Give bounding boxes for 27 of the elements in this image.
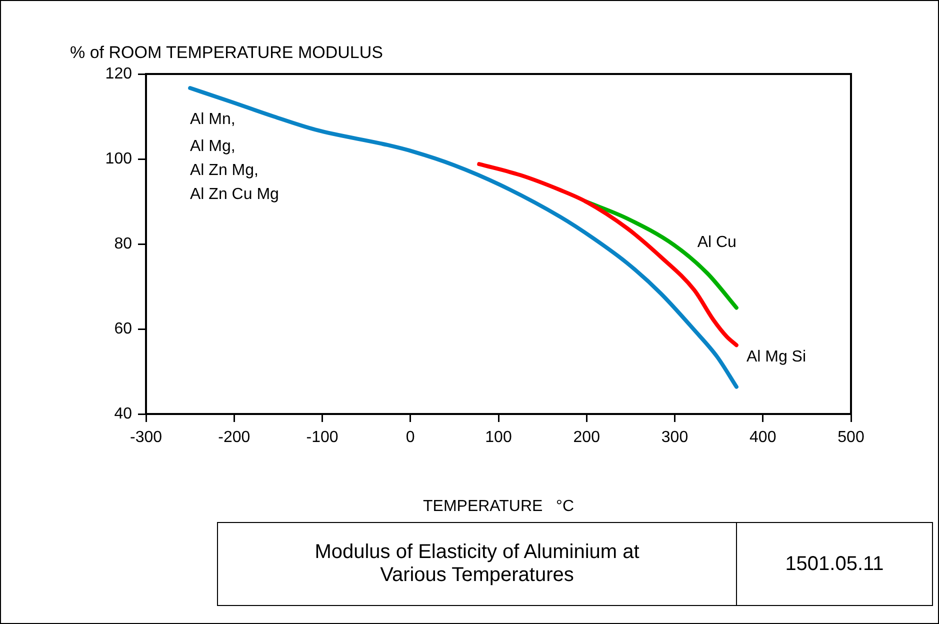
x-tick-label: 100 — [485, 429, 512, 446]
line-series — [584, 200, 738, 310]
x-tick-label: 0 — [406, 429, 415, 446]
x-tick-label: -100 — [306, 429, 338, 446]
x-tick-label: 500 — [838, 429, 864, 446]
y-tick-label: 60 — [114, 320, 132, 338]
line-series — [477, 162, 738, 348]
x-tick-label: -300 — [130, 429, 162, 446]
y-tick-label: 100 — [105, 150, 132, 168]
text: Modulus of Elasticity of Aluminium at Various Temperatures — [218, 523, 737, 605]
annotation: Al Zn Cu Mg — [190, 186, 279, 203]
x-tick-label: 400 — [750, 429, 776, 446]
x-tick-label: 300 — [661, 429, 688, 446]
x-axis-title: TEMPERATURE °C — [423, 498, 574, 515]
series-label: Al Mg Si — [746, 348, 806, 366]
y-tick-label: 80 — [114, 235, 132, 252]
annotation: Al Zn Mg, — [190, 162, 258, 179]
annotation: Al Mg, — [190, 138, 236, 155]
y-tick-label: 40 — [114, 405, 132, 422]
x-tick-label: -200 — [218, 429, 250, 446]
series-label: Al Cu — [697, 234, 736, 252]
text: 1501.05.11 — [784, 552, 885, 576]
y-axis-title: % of ROOM TEMPERATURE MODULUS — [70, 43, 383, 62]
annotation: Al Mn, — [190, 111, 236, 128]
y-tick-label: 120 — [105, 65, 132, 82]
x-tick-label: 200 — [573, 429, 600, 446]
line-series — [188, 86, 738, 389]
